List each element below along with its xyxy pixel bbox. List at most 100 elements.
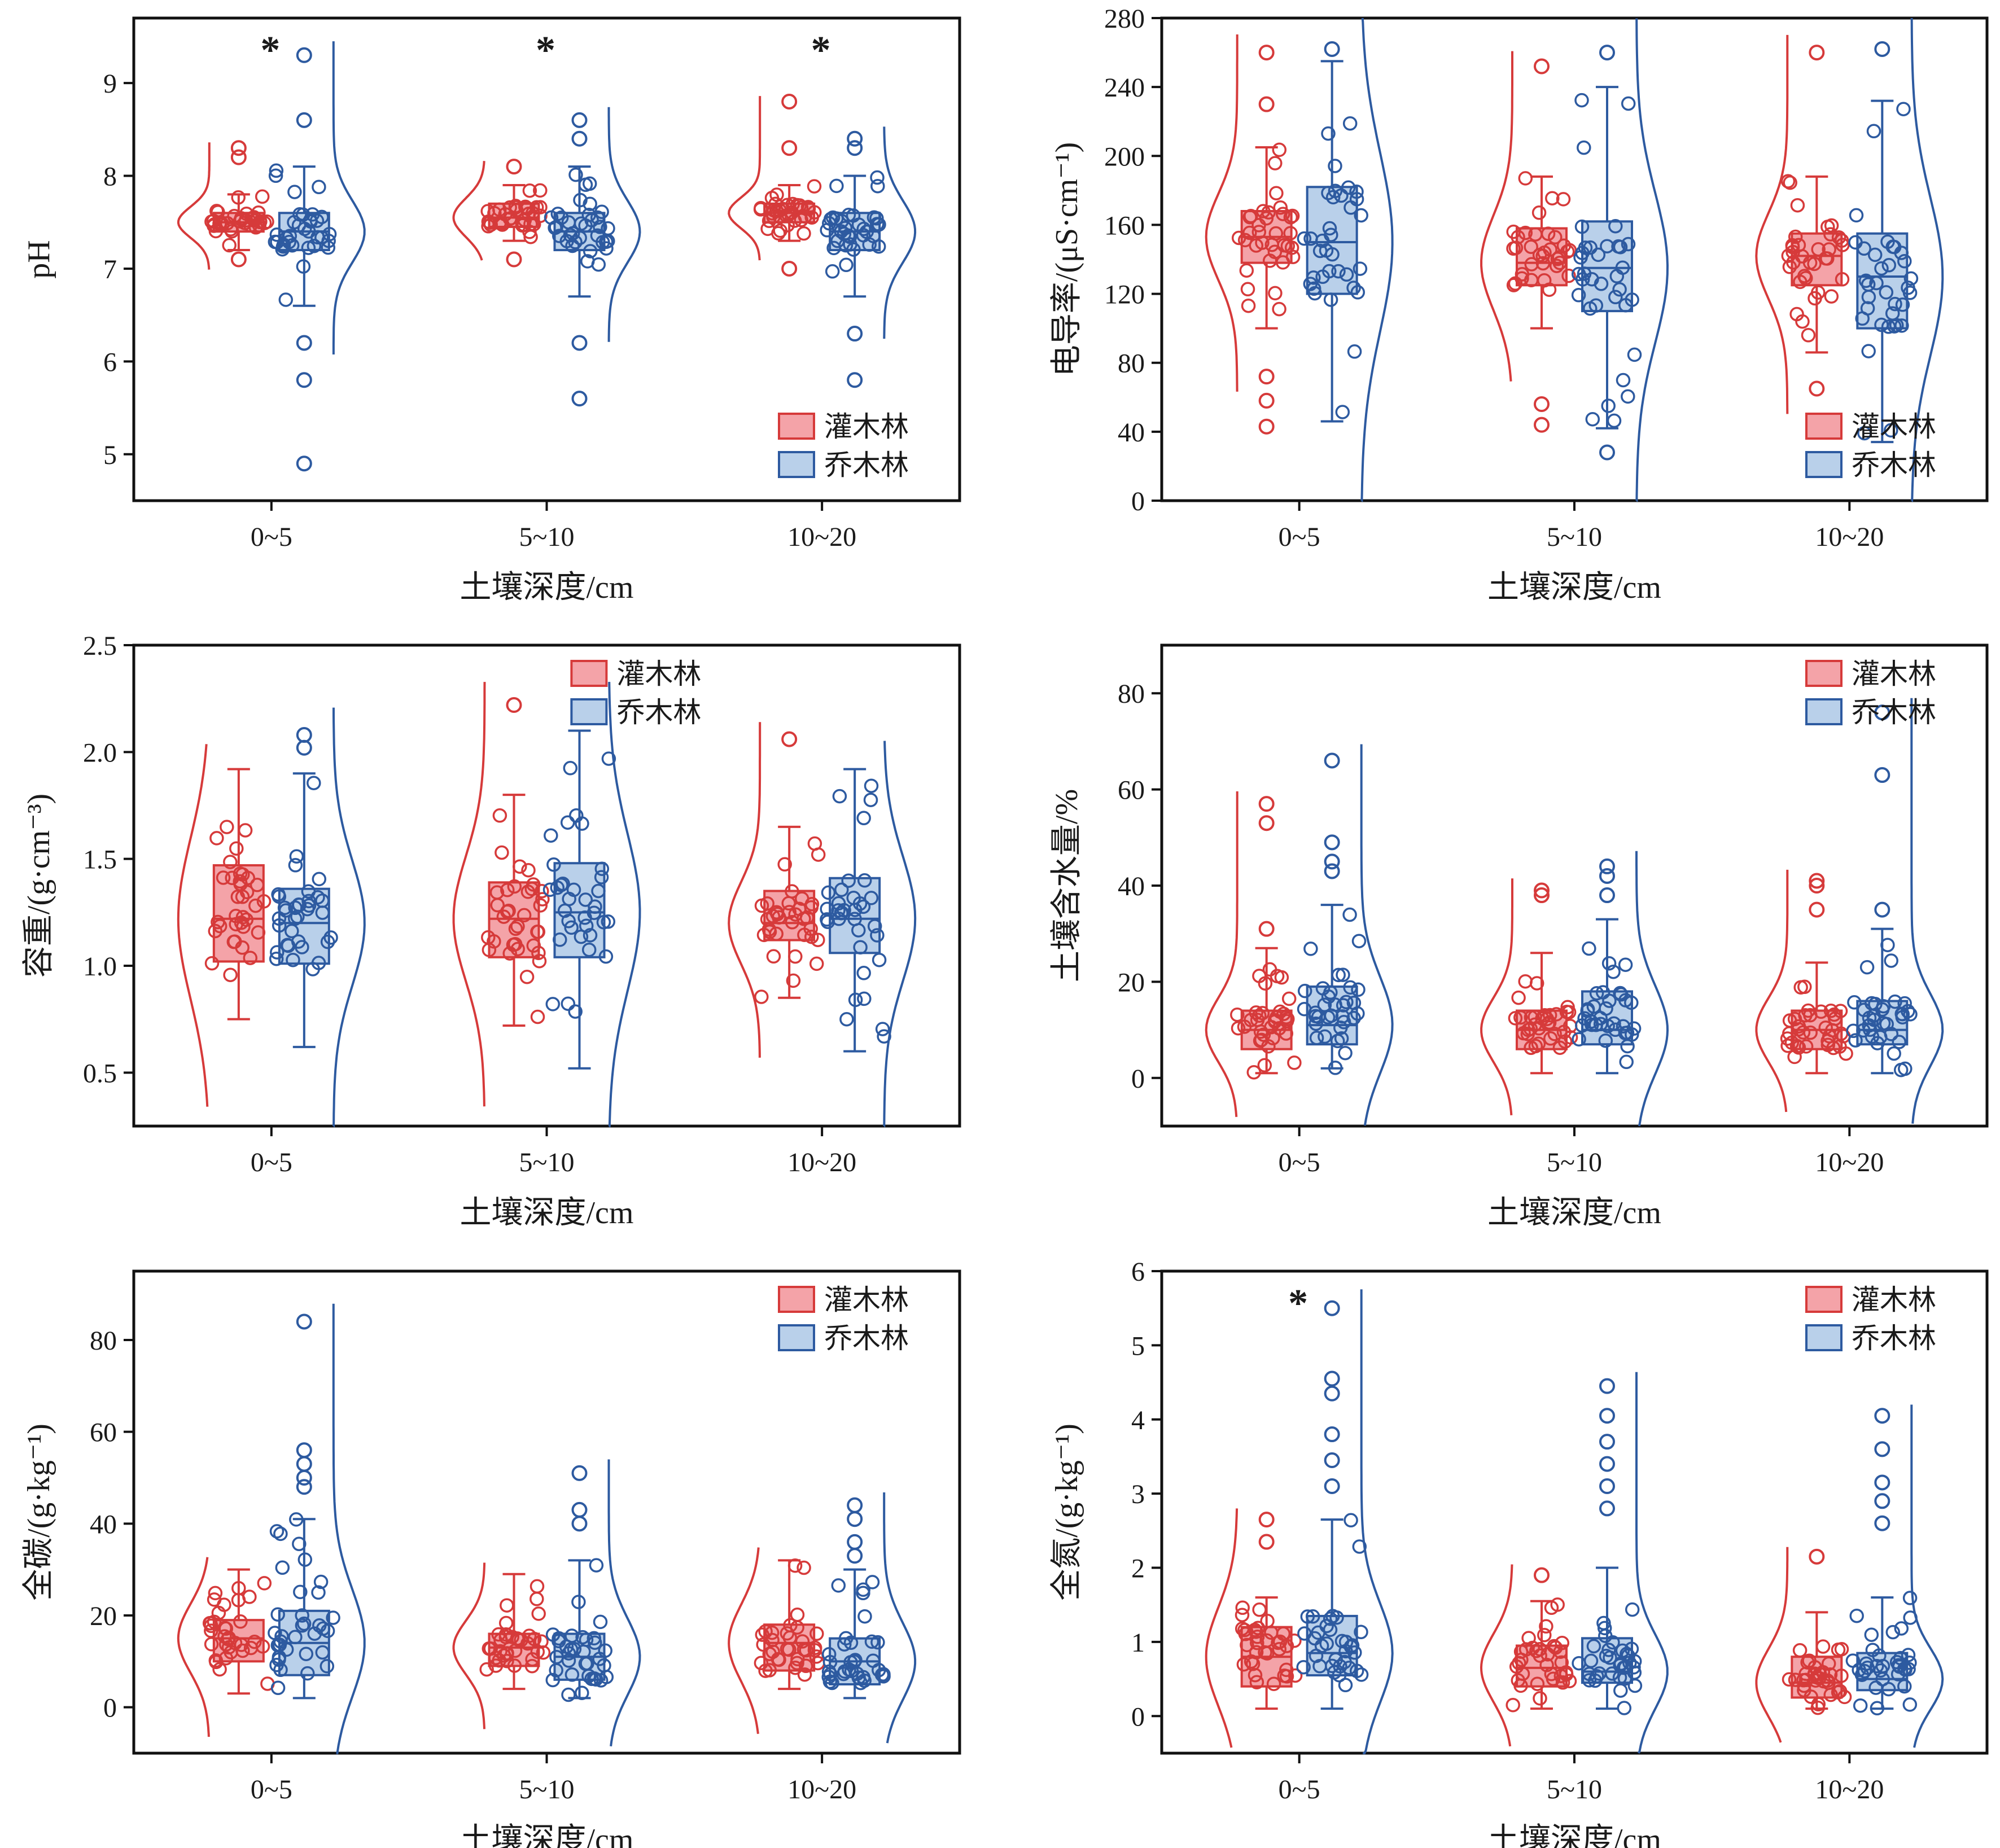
legend-label-shrub: 灌木林 <box>1852 658 1936 690</box>
legend-label-shrub: 灌木林 <box>1852 411 1936 443</box>
legend-swatch-shrub <box>1805 1286 1843 1313</box>
sample-point <box>856 966 871 980</box>
sample-point <box>1533 1691 1547 1706</box>
legend-swatch-tree <box>778 451 815 478</box>
tree-box-10~20 <box>1848 17 1944 502</box>
sample-point <box>1354 208 1368 223</box>
sample-point <box>1780 174 1796 189</box>
sample-point <box>307 776 321 790</box>
sample-point <box>209 831 224 846</box>
sample-point <box>1588 298 1604 313</box>
sample-point <box>790 1607 805 1622</box>
sample-point <box>1885 239 1900 254</box>
outlier-point <box>1809 878 1825 894</box>
density-curve <box>728 722 762 1058</box>
sample-point <box>838 221 853 235</box>
legend-label-tree: 乔木林 <box>1852 697 1936 728</box>
sample-point <box>269 1524 285 1539</box>
density-curve <box>177 142 211 270</box>
sample-point <box>212 1662 227 1677</box>
outlier-point <box>296 335 312 351</box>
sample-point <box>1798 1672 1814 1688</box>
outlier-point <box>847 326 863 342</box>
sample-point <box>1308 1016 1323 1031</box>
legend-label-tree: 乔木林 <box>824 449 909 481</box>
outlier-point <box>571 1516 588 1532</box>
sample-point <box>788 949 803 964</box>
density-curve <box>1635 851 1669 1127</box>
outlier-point <box>1258 392 1275 409</box>
y-tick-label: 1 <box>1131 1628 1145 1658</box>
legend-swatch-shrub <box>570 660 608 687</box>
sample-point <box>548 220 562 235</box>
density-curve <box>1910 17 1944 502</box>
sample-point <box>1336 998 1351 1013</box>
outlier-point <box>296 47 312 63</box>
outlier-point <box>296 1313 312 1330</box>
sample-point <box>869 217 885 231</box>
sample-point <box>289 849 304 864</box>
outlier-point <box>571 112 588 128</box>
sample-point <box>1237 233 1253 248</box>
sample-point <box>498 1615 514 1631</box>
sample-point <box>1549 259 1564 273</box>
legend-label-tree: 乔木林 <box>1852 449 1936 481</box>
sample-point <box>481 219 496 234</box>
outlier-point <box>296 739 312 756</box>
sample-point <box>1277 1669 1292 1683</box>
outlier-point <box>847 140 863 156</box>
sample-point <box>583 928 598 943</box>
sample-point <box>220 820 234 834</box>
sample-point <box>1621 389 1635 404</box>
sample-point <box>1262 253 1277 268</box>
outlier-point <box>781 93 798 110</box>
sample-point <box>217 1621 233 1636</box>
sample-point <box>1322 221 1337 236</box>
sample-point <box>1351 934 1367 948</box>
sample-point <box>594 870 609 884</box>
sample-point <box>1621 237 1636 252</box>
sample-point <box>239 912 254 927</box>
sample-point <box>1257 1058 1272 1072</box>
y-tick-label: 0 <box>1131 487 1145 516</box>
sample-point <box>1325 190 1341 205</box>
sample-point <box>525 1652 540 1667</box>
sample-point <box>1574 219 1590 234</box>
y-tick-label: 1.5 <box>83 845 117 875</box>
sample-point <box>1346 995 1362 1010</box>
sample-point <box>1518 171 1533 186</box>
sample-point <box>257 1576 272 1591</box>
sample-point <box>807 1640 822 1656</box>
sample-point <box>786 973 801 988</box>
sample-point <box>1782 260 1797 274</box>
sample-point <box>1600 239 1614 253</box>
sample-point <box>510 919 525 934</box>
outlier-point <box>230 140 247 156</box>
sample-point <box>568 167 583 182</box>
sample-point <box>204 1637 219 1652</box>
sample-point <box>1352 1539 1367 1554</box>
density-curve <box>1480 878 1513 1115</box>
sample-point <box>1535 1011 1550 1026</box>
tree-box-10~20 <box>820 126 917 388</box>
sample-point <box>531 945 546 960</box>
sample-point <box>1542 1015 1557 1030</box>
sample-point <box>277 900 292 916</box>
outlier-point <box>1599 1408 1615 1424</box>
sample-point <box>1884 423 1898 438</box>
sample-point <box>1306 281 1321 296</box>
density-curve <box>728 96 762 261</box>
sample-point <box>305 962 320 976</box>
sample-point <box>1334 1634 1350 1649</box>
sample-point <box>865 1575 880 1589</box>
sample-point <box>1315 981 1331 996</box>
sample-point <box>1255 235 1270 250</box>
sample-point <box>1249 1675 1264 1689</box>
sample-point <box>1241 298 1256 313</box>
outlier-point <box>1534 1567 1550 1583</box>
sample-point <box>1866 124 1881 139</box>
sample-point <box>1602 993 1617 1008</box>
sample-point <box>1574 93 1589 108</box>
sample-point <box>1867 247 1883 262</box>
